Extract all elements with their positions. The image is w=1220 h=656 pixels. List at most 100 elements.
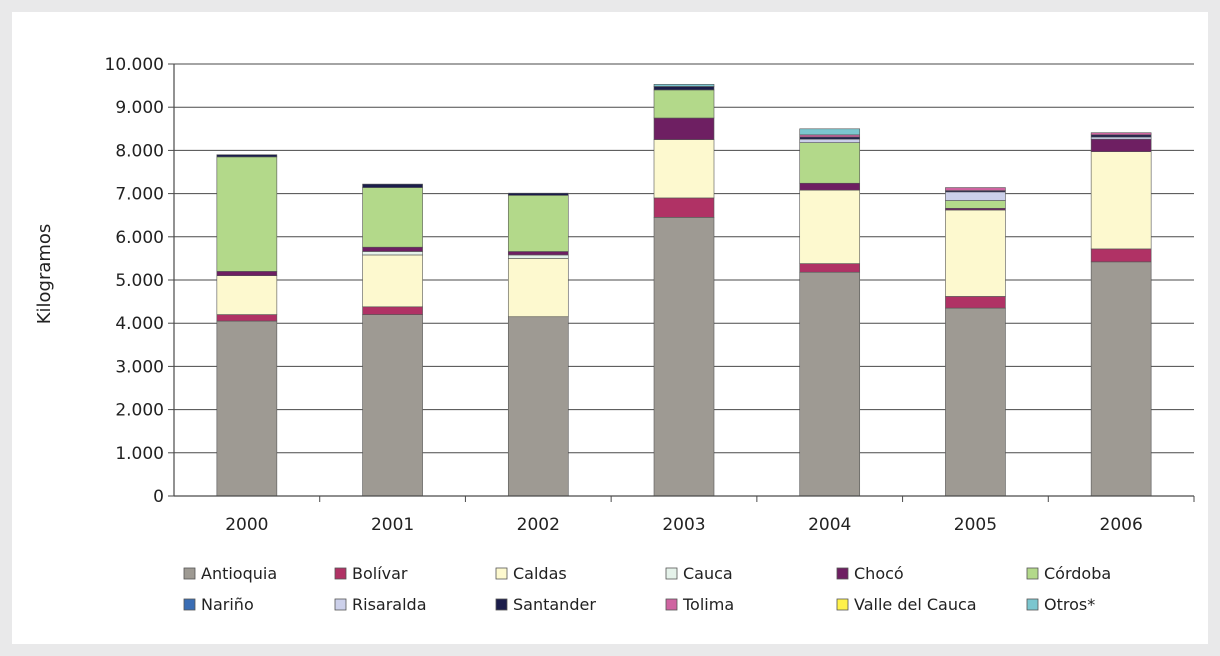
legend-swatch	[665, 598, 678, 611]
legend-item: Nariño	[183, 595, 254, 614]
bar-segment	[945, 296, 1006, 309]
bar-segment	[799, 189, 861, 264]
bar-segment	[1090, 151, 1152, 250]
bar-segment	[1090, 138, 1152, 152]
bar-segment	[216, 271, 278, 276]
y-axis-title: Kilogramos	[34, 224, 55, 325]
bar-segment	[653, 84, 715, 87]
legend-item: Otros*	[1026, 595, 1095, 614]
bar-segment	[362, 246, 423, 252]
y-tick-label: 6.000	[115, 228, 164, 248]
x-tick-label: 2005	[954, 515, 997, 535]
bar-segment	[653, 89, 715, 119]
bar-segment	[799, 263, 861, 273]
legend-item: Risaralda	[334, 595, 427, 614]
legend-swatch	[495, 567, 508, 580]
y-tick-label: 2.000	[115, 401, 164, 421]
x-tick-label: 2001	[371, 515, 414, 535]
stacked-bar-chart: 0 1.000 2.000 3.000 4.000 5.000 6.000 7.000 8.00…	[34, 55, 1195, 614]
bar-segment	[362, 306, 423, 315]
legend-swatch	[183, 598, 196, 611]
bar-segment	[507, 192, 569, 196]
legend-swatch	[1026, 567, 1039, 580]
y-tick-label: 9.000	[115, 98, 164, 118]
bar-segment	[216, 275, 278, 315]
legend-item: Caldas	[495, 564, 567, 583]
bar-segment	[945, 307, 1006, 497]
x-tick-label: 2006	[1100, 515, 1143, 535]
legend-item: Cauca	[665, 564, 733, 583]
legend-label: Tolima	[682, 595, 734, 614]
bar-segment	[216, 314, 278, 322]
y-tick-label: 10.000	[105, 55, 164, 75]
bar-segment	[653, 86, 715, 91]
axes: 0 1.000 2.000 3.000 4.000 5.000 6.000 7.000 8.00…	[105, 55, 1195, 535]
legend-item: Córdoba	[1026, 564, 1111, 583]
legend-swatch	[334, 567, 347, 580]
y-tick-label: 3.000	[115, 357, 164, 377]
chart-frame: 0 1.000 2.000 3.000 4.000 5.000 6.000 7.000 8.00…	[12, 12, 1208, 644]
legend-swatch	[183, 567, 196, 580]
x-tick-label: 2000	[225, 515, 268, 535]
legend-label: Córdoba	[1044, 564, 1111, 583]
bar-segment	[362, 187, 423, 248]
bar-segment	[507, 258, 569, 318]
legend: Antioquia Bolívar Caldas Cauca Chocó Córdoba N…	[183, 564, 1111, 614]
bar-segment	[507, 251, 569, 256]
bar-segment	[362, 254, 423, 308]
bar-segment	[799, 134, 861, 138]
bar-segment	[799, 138, 861, 143]
legend-label: Santander	[513, 595, 596, 614]
bar-segment	[1090, 261, 1152, 497]
legend-label: Bolívar	[352, 564, 408, 583]
bar-segment	[507, 316, 569, 497]
x-tick-label: 2004	[808, 515, 851, 535]
bar-segment	[1090, 134, 1152, 138]
legend-item: Santander	[495, 595, 596, 614]
bar-segment	[945, 187, 1006, 191]
bar-segment	[216, 320, 278, 497]
bar-segment	[216, 154, 278, 158]
y-tick-label: 0	[153, 487, 164, 507]
bar-segment	[362, 314, 423, 497]
y-tick-label: 8.000	[115, 141, 164, 161]
bar-segment	[507, 195, 569, 252]
bar-segment	[653, 139, 715, 199]
legend-label: Nariño	[201, 595, 254, 614]
y-tick-label: 5.000	[115, 271, 164, 291]
x-tick-label: 2003	[662, 515, 705, 535]
bar-segment	[945, 209, 1006, 297]
legend-swatch	[665, 567, 678, 580]
legend-label: Caldas	[513, 564, 567, 583]
legend-label: Cauca	[683, 564, 733, 583]
bar-segment	[799, 128, 861, 136]
bar-segment	[1090, 248, 1152, 263]
legend-label: Valle del Cauca	[854, 595, 977, 614]
legend-swatch	[836, 598, 849, 611]
legend-label: Otros*	[1044, 595, 1095, 614]
bar-segment	[799, 271, 861, 497]
bar-segment	[216, 156, 278, 272]
x-tick-label: 2002	[517, 515, 560, 535]
y-tick-label: 4.000	[115, 314, 164, 334]
legend-item: Valle del Cauca	[836, 595, 977, 614]
legend-label: Chocó	[854, 564, 904, 583]
bar-segment	[653, 197, 715, 218]
legend-item: Antioquia	[183, 564, 277, 583]
legend-swatch	[1026, 598, 1039, 611]
bars	[216, 84, 1152, 497]
y-tick-label: 7.000	[115, 185, 164, 205]
bar-segment	[799, 136, 861, 140]
legend-label: Risaralda	[352, 595, 427, 614]
legend-item: Chocó	[836, 564, 904, 583]
bar-segment	[362, 251, 423, 256]
bar-segment	[1090, 132, 1152, 136]
bar-segment	[362, 183, 423, 188]
bar-segment	[507, 254, 569, 259]
legend-swatch	[334, 598, 347, 611]
y-tick-label: 1.000	[115, 444, 164, 464]
legend-label: Antioquia	[201, 564, 277, 583]
bar-segment	[945, 191, 1006, 201]
legend-swatch	[836, 567, 849, 580]
legend-item: Tolima	[665, 595, 734, 614]
